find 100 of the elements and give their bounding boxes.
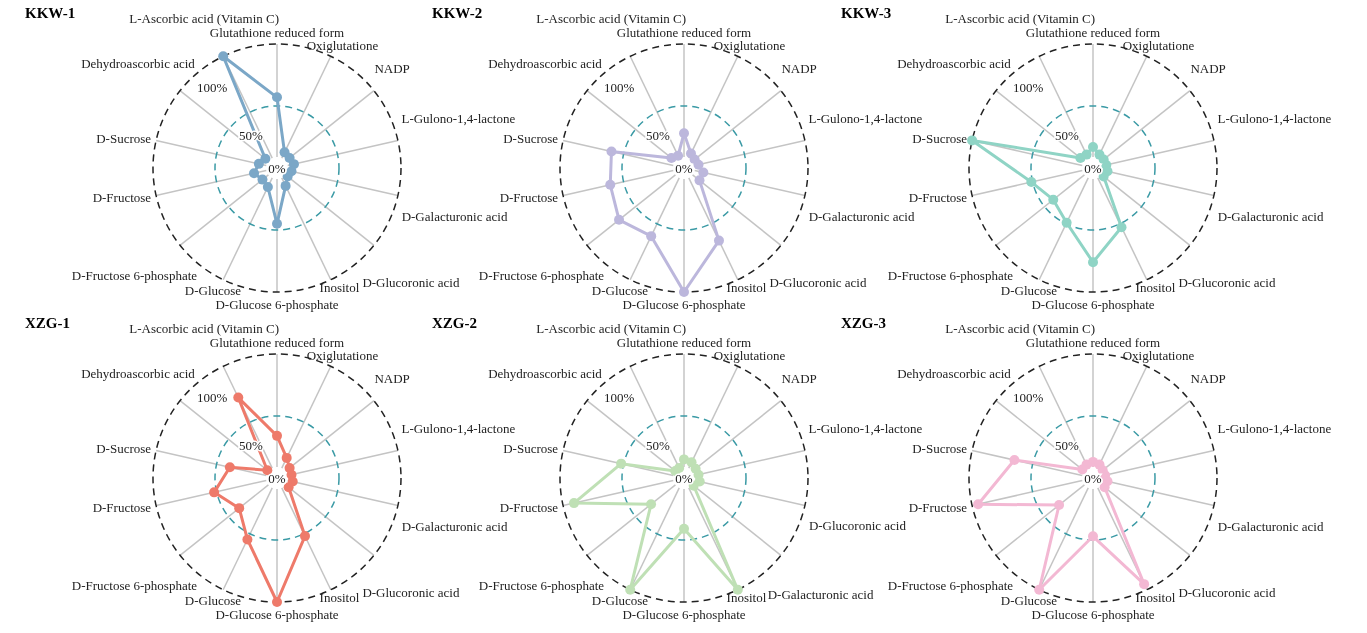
spoke-label: D-Galacturonic acid [401, 209, 508, 225]
spoke-label: D-Sucrose [503, 131, 559, 147]
spoke-label: NADP [374, 370, 410, 386]
spoke-label: Inositol [726, 280, 767, 296]
chart-title: KKW-1 [25, 5, 76, 21]
spoke-label: D-Fructose [908, 189, 968, 205]
spoke-label: Oxiglutatione [306, 347, 379, 363]
spoke-label: D-Fructose 6-phosphate [71, 578, 198, 594]
spoke-label: D-Sucrose [912, 131, 968, 147]
y-tick-label: 100% [196, 389, 228, 405]
spoke-label: Inositol [319, 280, 360, 296]
chart-title: XZG-1 [25, 315, 70, 331]
spoke-label: L-Gulono-1,4-lactone [808, 111, 923, 127]
spoke-label: D-Glucose [184, 283, 242, 299]
spoke-label: D-Glucose 6-phosphate [1031, 296, 1155, 312]
spoke-label: Dehydroascorbic acid [488, 55, 603, 71]
spoke-label: L-Ascorbic acid (Vitamin C) [945, 321, 1096, 337]
spoke-label: Oxiglutatione [306, 37, 379, 53]
spoke-label: D-Glucoronic acid [1178, 585, 1276, 601]
spoke-label: Glutathione reduced form [1025, 334, 1161, 350]
spoke-label: D-Sucrose [96, 441, 152, 457]
spoke-label: Inositol [726, 590, 767, 606]
spoke-label: Oxiglutatione [713, 37, 786, 53]
spoke-label: D-Sucrose [503, 441, 559, 457]
y-tick-label: 0% [268, 161, 286, 176]
spoke-label: D-Galacturonic acid [1217, 519, 1324, 535]
spoke-label: Dehydroascorbic acid [81, 55, 196, 71]
chart-title: KKW-2 [432, 5, 483, 21]
spoke-label: Inositol [1135, 280, 1176, 296]
spoke-label: Inositol [319, 590, 360, 606]
spoke-label: L-Ascorbic acid (Vitamin C) [945, 11, 1096, 27]
spoke-label: Dehydroascorbic acid [897, 365, 1012, 381]
chart-title: KKW-3 [841, 5, 892, 21]
y-tick-label: 50% [1054, 438, 1079, 454]
y-tick-label: 100% [603, 389, 635, 405]
y-tick-label: 100% [1012, 389, 1044, 405]
chart-title: XZG-2 [432, 315, 477, 331]
y-tick-label: 100% [1012, 79, 1044, 95]
spoke-label: L-Ascorbic acid (Vitamin C) [536, 11, 687, 27]
spoke-label: D-Glucoronic acid [808, 518, 907, 534]
spoke-label: L-Gulono-1,4-lactone [1217, 111, 1332, 127]
spoke-label: NADP [1190, 370, 1226, 386]
spoke-label: D-Glucose [1000, 283, 1058, 299]
spoke-label: D-Fructose 6-phosphate [478, 268, 605, 284]
spoke-label: Dehydroascorbic acid [81, 365, 196, 381]
spoke-label: D-Fructose 6-phosphate [71, 268, 198, 284]
spoke-label: D-Glucoronic acid [769, 275, 867, 291]
spoke-label: L-Ascorbic acid (Vitamin C) [536, 321, 687, 337]
spoke-label: L-Ascorbic acid (Vitamin C) [129, 321, 280, 337]
spoke-label: D-Fructose 6-phosphate [478, 578, 605, 594]
spoke-label: Dehydroascorbic acid [488, 365, 603, 381]
spoke-label: D-Glucoronic acid [1178, 275, 1276, 291]
spoke-label: D-Fructose [499, 499, 559, 515]
spoke-label: D-Glucose [184, 593, 242, 609]
spoke-label: NADP [1190, 60, 1226, 76]
spoke-label: D-Galacturonic acid [767, 587, 874, 603]
spoke-label: D-Fructose [92, 499, 152, 515]
spoke-label: NADP [781, 60, 817, 76]
spoke-label: Glutathione reduced form [616, 24, 752, 40]
y-tick-label: 0% [1084, 161, 1102, 176]
y-tick-label: 0% [675, 161, 693, 176]
spoke-label: Inositol [1135, 590, 1176, 606]
chart-title: XZG-3 [841, 315, 886, 331]
spoke-label: D-Galacturonic acid [401, 519, 508, 535]
spoke-label: D-Glucose 6-phosphate [622, 606, 746, 622]
spoke-label: NADP [781, 370, 817, 386]
spoke-label: Oxiglutatione [713, 347, 786, 363]
spoke-label: D-Glucoronic acid [362, 585, 460, 601]
spoke-label: D-Glucose 6-phosphate [622, 296, 746, 312]
spoke-label: Dehydroascorbic acid [897, 55, 1012, 71]
y-tick-label: 0% [268, 471, 286, 486]
spoke-label: L-Gulono-1,4-lactone [1217, 421, 1332, 437]
spoke-label: D-Glucose 6-phosphate [215, 296, 339, 312]
spoke-label: L-Gulono-1,4-lactone [401, 421, 516, 437]
spoke-label: D-Fructose 6-phosphate [887, 268, 1014, 284]
spoke-label: Oxiglutatione [1122, 347, 1195, 363]
y-tick-label: 100% [196, 79, 228, 95]
y-tick-label: 50% [1054, 128, 1079, 144]
spoke-label: D-Glucoronic acid [362, 275, 460, 291]
y-tick-label: 100% [603, 79, 635, 95]
spoke-label: D-Galacturonic acid [1217, 209, 1324, 225]
spoke-label: L-Gulono-1,4-lactone [808, 421, 923, 437]
spoke-label: D-Glucose 6-phosphate [1031, 606, 1155, 622]
y-tick-label: 50% [645, 128, 670, 144]
spoke-label: Glutathione reduced form [1025, 24, 1161, 40]
spoke-label: NADP [374, 60, 410, 76]
spoke-label: D-Fructose [499, 189, 559, 205]
spoke-label: D-Glucose 6-phosphate [215, 606, 339, 622]
spoke-label: D-Fructose [92, 189, 152, 205]
spoke-label: D-Sucrose [912, 441, 968, 457]
spoke-label: L-Ascorbic acid (Vitamin C) [129, 11, 280, 27]
spoke-label: Glutathione reduced form [209, 24, 345, 40]
spoke-label: Oxiglutatione [1122, 37, 1195, 53]
spoke-label: D-Sucrose [96, 131, 152, 147]
y-tick-label: 0% [1084, 471, 1102, 486]
spoke-label: Glutathione reduced form [616, 334, 752, 350]
spoke-label: D-Fructose 6-phosphate [887, 578, 1014, 594]
spoke-label: D-Fructose [908, 499, 968, 515]
spoke-label: D-Glucose [591, 283, 649, 299]
spoke-label: Glutathione reduced form [209, 334, 345, 350]
